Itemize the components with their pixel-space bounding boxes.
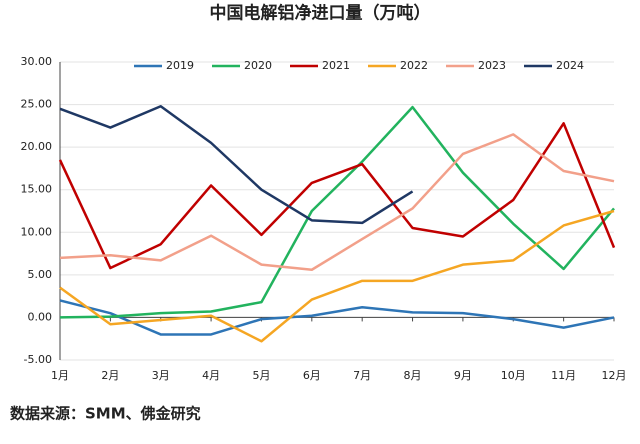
x-tick-label: 11月 xyxy=(551,369,576,382)
series-line xyxy=(59,299,615,336)
y-tick-label: 30.00 xyxy=(21,55,53,68)
legend-label: 2023 xyxy=(478,59,506,72)
y-tick-label: 25.00 xyxy=(21,98,53,111)
y-tick-label: 15.00 xyxy=(21,183,53,196)
x-tick-label: 3月 xyxy=(152,369,170,382)
series-line xyxy=(59,209,615,343)
y-tick-label: 10.00 xyxy=(21,225,53,238)
y-tick-label: 20.00 xyxy=(21,140,53,153)
legend-label: 2024 xyxy=(556,59,584,72)
series-line xyxy=(59,105,414,225)
legend-label: 2022 xyxy=(400,59,428,72)
series-line xyxy=(59,133,615,271)
series-line xyxy=(59,105,615,319)
x-tick-label: 4月 xyxy=(202,369,220,382)
legend-label: 2019 xyxy=(166,59,194,72)
x-tick-label: 6月 xyxy=(303,369,321,382)
y-tick-label: 5.00 xyxy=(28,268,53,281)
chart-title: 中国电解铝净进口量（万吨） xyxy=(210,3,431,24)
x-tick-label: 1月 xyxy=(51,369,69,382)
x-tick-label: 8月 xyxy=(404,369,422,382)
x-tick-label: 7月 xyxy=(353,369,371,382)
y-tick-label: 0.00 xyxy=(28,310,53,323)
x-tick-label: 10月 xyxy=(501,369,526,382)
x-tick-label: 5月 xyxy=(252,369,270,382)
legend-label: 2020 xyxy=(244,59,272,72)
y-tick-label: -5.00 xyxy=(24,353,52,366)
series-line xyxy=(58,122,616,270)
x-tick-label: 12月 xyxy=(602,369,627,382)
x-tick-label: 2月 xyxy=(101,369,119,382)
source-note: 数据来源：SMM、佛金研究 xyxy=(10,405,201,423)
legend-label: 2021 xyxy=(322,59,350,72)
x-tick-label: 9月 xyxy=(454,369,472,382)
